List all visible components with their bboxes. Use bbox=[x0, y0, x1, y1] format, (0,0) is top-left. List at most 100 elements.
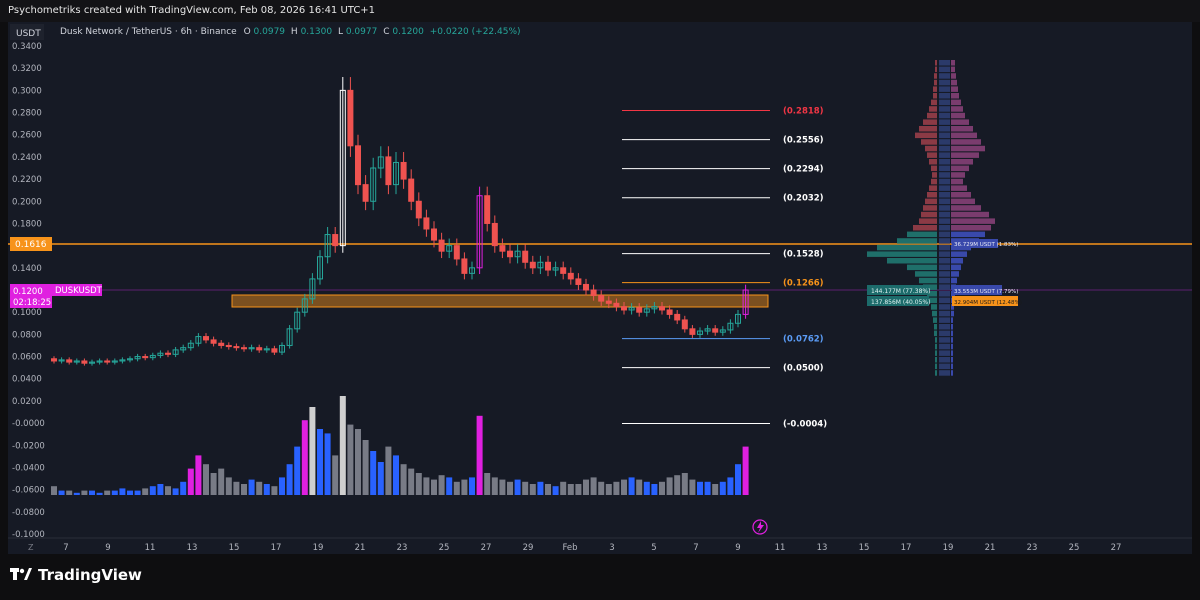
time-tick-label: 27 bbox=[481, 543, 492, 553]
price-tick-label: -0.0600 bbox=[12, 486, 45, 496]
candle-body bbox=[127, 358, 133, 361]
volume-bar bbox=[127, 490, 133, 495]
order-book-price-cell bbox=[939, 126, 950, 132]
candle-body bbox=[256, 347, 263, 351]
candle-body bbox=[385, 156, 392, 186]
candle-body bbox=[484, 195, 491, 224]
order-book-price-cell bbox=[939, 310, 950, 317]
candle-body bbox=[499, 245, 506, 252]
price-axis[interactable]: 0.3400 0.3200 0.3000 0.2800 0.2600 0.2400 0.22… bbox=[12, 42, 45, 540]
order-book-price-cell bbox=[939, 86, 950, 92]
fib-levels[interactable]: (0.2818) (0.2556) (0.2294) (0.2032) (0.1528)… bbox=[622, 107, 827, 430]
volume-bar bbox=[400, 464, 407, 495]
candle-body bbox=[719, 329, 726, 333]
volume-bar bbox=[73, 492, 80, 495]
volume-bar bbox=[408, 468, 415, 495]
candle-body bbox=[491, 222, 498, 247]
candle-body bbox=[286, 328, 293, 346]
tradingview-brand: TradingView bbox=[10, 566, 142, 584]
candle-body bbox=[476, 195, 483, 269]
order-book-bid-bar bbox=[931, 304, 937, 310]
order-book-bid-bar bbox=[935, 60, 937, 66]
volume-bar bbox=[598, 481, 605, 495]
volume-series bbox=[51, 396, 749, 495]
order-book-bid-bar bbox=[913, 225, 937, 231]
time-tick-label: 3 bbox=[609, 543, 614, 553]
order-book-bid-bar bbox=[931, 99, 937, 106]
price-tick-label: -0.0400 bbox=[12, 463, 45, 473]
order-book-labels: 144.177M (77.38%) 137.856M (40.05%) 33.5… bbox=[867, 239, 1022, 306]
order-book-bid-bar bbox=[907, 264, 937, 271]
order-book-ask-bar bbox=[951, 165, 969, 172]
volume-bar bbox=[66, 490, 73, 495]
order-book-ask-bar bbox=[951, 324, 953, 330]
order-book-ask-bar bbox=[951, 330, 953, 337]
candlestick-series[interactable] bbox=[51, 77, 749, 366]
level-price-tag bbox=[10, 237, 52, 251]
candle-body bbox=[355, 145, 361, 186]
candle-body bbox=[681, 319, 688, 330]
time-tick-label: 21 bbox=[355, 543, 366, 553]
order-book-price-cell bbox=[939, 218, 950, 224]
volume-bar bbox=[719, 481, 726, 495]
volume-bar bbox=[294, 446, 301, 495]
volume-bar bbox=[712, 484, 719, 495]
order-book-ask-bar bbox=[951, 317, 953, 323]
level-price-value: 0.1616 bbox=[15, 240, 47, 250]
price-tick-label: 0.3400 bbox=[12, 42, 42, 52]
lightning-icon[interactable] bbox=[752, 519, 768, 535]
time-tick-label: 7 bbox=[63, 543, 68, 553]
order-book-bid-bar bbox=[929, 159, 937, 165]
volume-bar bbox=[180, 481, 187, 495]
candle-body bbox=[689, 328, 696, 335]
order-book-price-cell bbox=[939, 198, 950, 205]
volume-bar bbox=[590, 477, 597, 495]
volume-bar bbox=[89, 490, 95, 495]
axis-corner-label[interactable]: Z bbox=[28, 543, 34, 552]
candle-body bbox=[317, 256, 323, 280]
order-book-bid-bar bbox=[933, 317, 937, 323]
order-book-ask-bar bbox=[951, 271, 959, 277]
order-book-ask-bar bbox=[951, 139, 981, 145]
price-tick-label: 0.2000 bbox=[12, 197, 42, 207]
high-label: H bbox=[291, 27, 298, 37]
volume-bar bbox=[643, 481, 650, 495]
price-chart-svg[interactable]: 0.3400 0.3200 0.3000 0.2800 0.2600 0.2400 0.22… bbox=[8, 22, 1192, 554]
order-book-price-cell bbox=[939, 357, 950, 363]
order-book-bid-bar bbox=[929, 185, 937, 191]
order-book-ask-bar bbox=[951, 343, 953, 350]
chart-area[interactable]: 0.3400 0.3200 0.3000 0.2800 0.2600 0.2400 0.22… bbox=[8, 22, 1192, 554]
level-mid-label: 36.729M USDT (1.83%) bbox=[954, 242, 1018, 248]
candle-body bbox=[225, 344, 232, 348]
candle-body bbox=[195, 336, 202, 344]
order-book-price-cell bbox=[939, 258, 950, 264]
volume-bar bbox=[279, 477, 285, 495]
volume-bar bbox=[195, 455, 202, 495]
candle-body bbox=[149, 354, 156, 359]
volume-bar bbox=[552, 486, 559, 495]
time-axis[interactable]: 7 9 11 13 15 17 19 21 23 25 27 29 Feb 3 5 7 9 11 13 15 17 19 2… bbox=[63, 543, 1121, 553]
order-book-profile bbox=[867, 60, 995, 376]
order-book-price-cell bbox=[939, 277, 950, 284]
candle-body bbox=[545, 261, 551, 271]
candle-body bbox=[218, 342, 225, 346]
order-book-ask-bar bbox=[951, 178, 963, 185]
order-book-price-cell bbox=[939, 112, 950, 119]
volume-bar bbox=[104, 490, 111, 495]
candle-body bbox=[73, 360, 80, 363]
order-book-bid-bar bbox=[932, 310, 937, 317]
open-label: O bbox=[244, 27, 251, 37]
order-book-bid-bar bbox=[897, 238, 937, 244]
candle-body bbox=[567, 272, 574, 280]
volume-bar bbox=[324, 433, 331, 495]
support-zone[interactable] bbox=[231, 294, 769, 308]
order-book-bid-bar bbox=[935, 66, 937, 73]
order-book-bid-bar bbox=[921, 211, 937, 218]
time-tick-label: 25 bbox=[1069, 543, 1080, 553]
order-book-ask-bar bbox=[951, 132, 977, 139]
order-book-ask-bar bbox=[951, 93, 959, 99]
volume-bar bbox=[575, 484, 582, 495]
order-book-ask-bar bbox=[951, 211, 989, 218]
order-book-price-cell bbox=[939, 159, 950, 165]
symbol-tag-label: DUSKUSDT bbox=[55, 286, 103, 296]
